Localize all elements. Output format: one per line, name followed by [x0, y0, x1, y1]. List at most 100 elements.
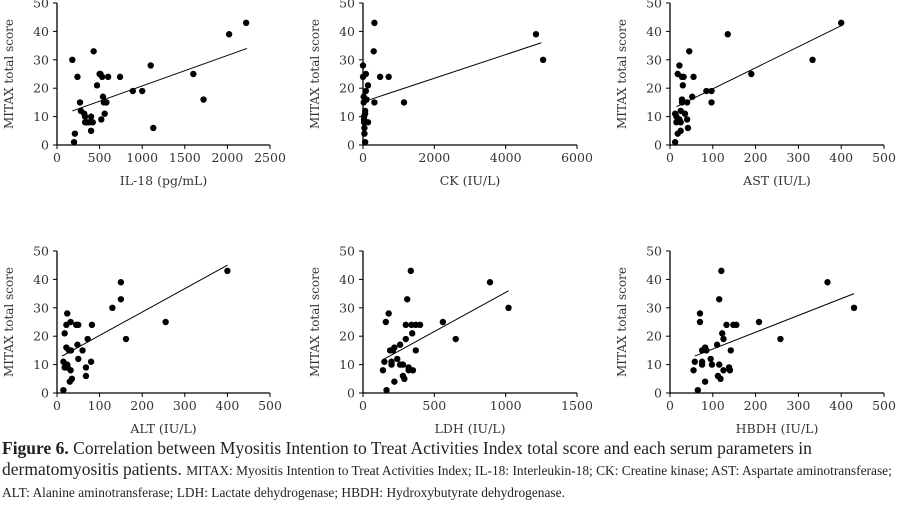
data-point: [708, 87, 715, 95]
data-point: [379, 367, 387, 374]
data-point: [733, 321, 740, 329]
data-point: [703, 87, 710, 95]
data-point: [385, 73, 392, 81]
data-point: [683, 99, 691, 106]
data-point: [361, 124, 368, 132]
data-point: [391, 378, 398, 385]
scatter-panel-4: 0 100 200 300 400 500 0 10 20 30 40 50 ALT (IU/L) MIT…: [2, 244, 282, 436]
x-tick-label: 200: [744, 150, 768, 165]
data-point: [364, 119, 372, 126]
data-point: [147, 62, 154, 69]
x-tick-label: 100: [701, 398, 725, 413]
y-tick-label: 10: [33, 357, 49, 372]
y-tick-label: 50: [33, 244, 49, 259]
data-point: [371, 19, 378, 27]
data-point: [713, 341, 721, 348]
y-tick-label: 10: [33, 109, 49, 124]
data-point: [98, 116, 105, 123]
data-point: [362, 87, 370, 95]
y-axis-label: MITAX total score: [2, 267, 16, 377]
x-tick-label: 200: [744, 398, 768, 413]
data-point: [64, 310, 71, 317]
data-point: [690, 367, 697, 374]
data-point: [720, 367, 727, 374]
y-tick-label: 40: [33, 24, 49, 39]
data-point: [539, 56, 547, 63]
y-tick-label: 50: [339, 244, 355, 259]
data-point: [407, 267, 414, 275]
data-point: [79, 347, 86, 354]
data-point: [689, 93, 696, 100]
data-point: [394, 355, 401, 363]
data-point: [684, 124, 692, 132]
data-point: [70, 138, 78, 146]
y-tick-label: 20: [339, 329, 355, 344]
x-tick-label: 200: [130, 398, 154, 413]
data-point: [748, 70, 755, 78]
data-point: [708, 99, 715, 106]
y-tick-label: 10: [646, 357, 662, 372]
y-tick-label: 50: [646, 0, 662, 11]
x-tick-label: 4000: [490, 150, 522, 165]
data-point: [69, 56, 76, 63]
data-point: [82, 372, 90, 380]
data-point: [486, 279, 494, 286]
x-tick-label: 500: [422, 398, 446, 413]
y-tick-label: 0: [347, 138, 355, 153]
data-point: [399, 361, 407, 368]
y-tick-label: 20: [646, 81, 662, 96]
data-point: [838, 19, 845, 27]
data-point: [679, 82, 687, 89]
x-axis-label: CK (IU/L): [440, 173, 501, 188]
data-point: [717, 375, 724, 382]
data-point: [103, 99, 110, 106]
trend-line: [369, 42, 542, 101]
x-tick-label: 0: [666, 150, 674, 165]
y-tick-label: 0: [41, 138, 49, 153]
x-tick-label: 0: [359, 398, 367, 413]
x-tick-label: 300: [173, 398, 197, 413]
data-point: [89, 119, 96, 126]
y-tick-label: 30: [339, 52, 355, 67]
data-point: [361, 130, 368, 137]
data-point: [99, 93, 107, 100]
data-point: [402, 321, 409, 329]
data-point: [87, 127, 95, 134]
data-point: [404, 296, 411, 303]
figure-abbreviations: MITAX: Myositis Intention to Treat Activ…: [2, 463, 892, 500]
data-point: [67, 367, 74, 374]
data-point: [824, 279, 831, 286]
y-tick-label: 10: [339, 109, 355, 124]
y-tick-label: 20: [646, 329, 662, 344]
data-point: [686, 48, 693, 55]
data-point: [708, 361, 716, 368]
trend-line: [72, 47, 248, 112]
data-point: [727, 347, 734, 354]
data-point: [532, 31, 540, 38]
y-tick-label: 30: [646, 52, 662, 67]
y-tick-label: 30: [33, 52, 49, 67]
data-point: [680, 73, 687, 81]
y-axis-label: MITAX total score: [615, 267, 629, 377]
y-tick-label: 20: [33, 81, 49, 96]
y-axis-label: MITAX total score: [2, 19, 16, 129]
data-point: [402, 335, 409, 343]
data-point: [81, 113, 89, 120]
y-axis-label: MITAX total score: [615, 19, 629, 129]
data-point: [385, 310, 392, 317]
data-point: [383, 386, 390, 394]
data-point: [87, 113, 95, 120]
data-point: [361, 138, 369, 146]
y-tick-label: 20: [339, 81, 355, 96]
x-tick-label: 500: [872, 150, 896, 165]
y-tick-label: 0: [347, 386, 355, 401]
figure-label: Figure 6.: [2, 438, 69, 458]
data-point: [694, 386, 702, 394]
x-axis-label: LDH (IU/L): [435, 421, 506, 435]
y-tick-label: 20: [33, 329, 49, 344]
data-point: [719, 330, 726, 337]
x-tick-label: 500: [258, 398, 282, 413]
data-point: [683, 116, 691, 123]
data-point: [676, 62, 683, 69]
